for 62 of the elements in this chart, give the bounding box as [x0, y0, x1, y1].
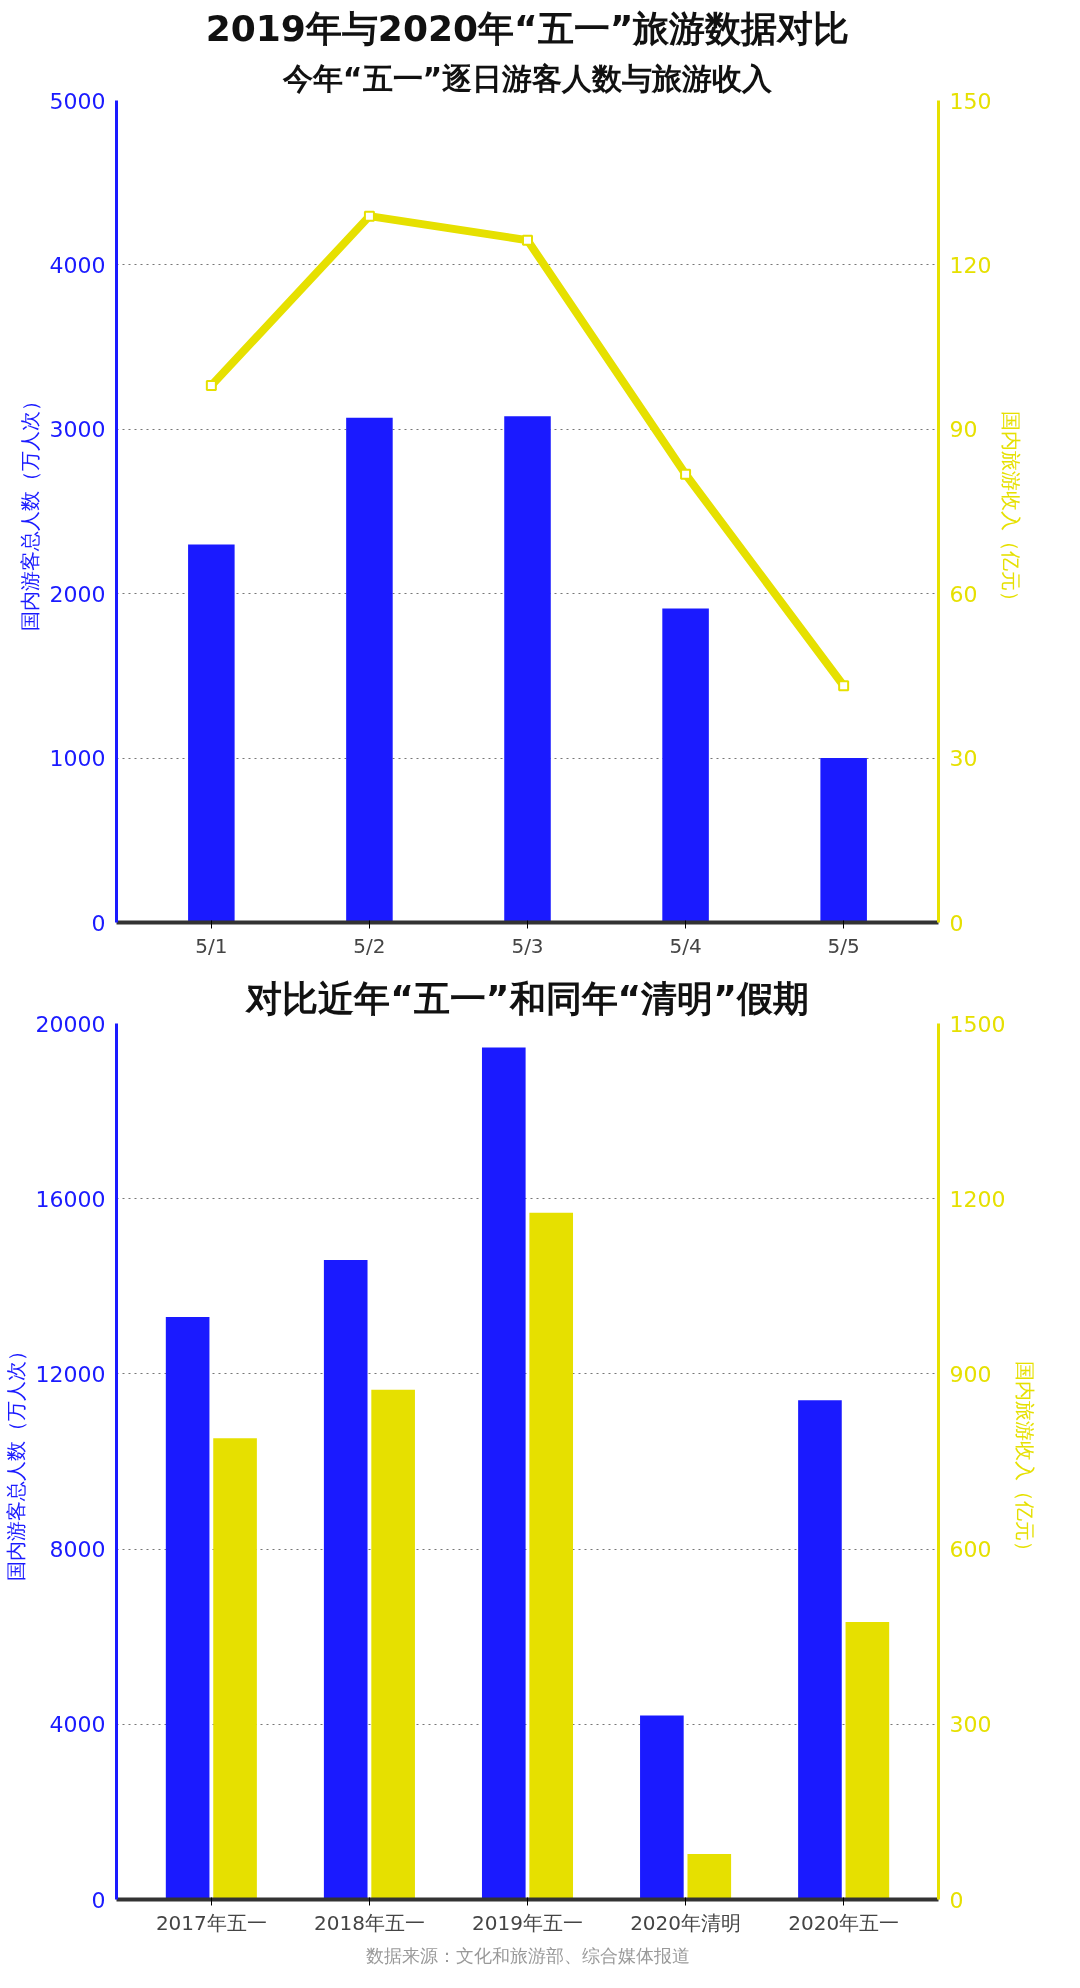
- x-tick-label: 2020年五一: [788, 1910, 900, 1935]
- bar: [798, 1400, 842, 1900]
- bar: [845, 1622, 890, 1900]
- bar: [820, 758, 867, 923]
- source-note: 数据来源：文化和旅游部、综合媒体报道: [365, 1944, 690, 1966]
- bar: [371, 1389, 415, 1900]
- y2-tick-label: 1500: [949, 1011, 1006, 1037]
- bar: [213, 1438, 257, 1900]
- y-axis-title: 国内游客总人数（万人次）: [17, 391, 42, 632]
- bar: [662, 608, 709, 923]
- bar: [165, 1316, 210, 1900]
- y2-tick-label: 1200: [949, 1186, 1006, 1212]
- bar: [481, 1047, 526, 1900]
- y-axis-title: 国内游客总人数（万人次）: [3, 1341, 28, 1582]
- y-tick-label: 16000: [35, 1186, 106, 1212]
- chart-title: 2019年与2020年“五一”旅游数据对比: [205, 7, 850, 49]
- y2-tick-label: 90: [949, 417, 978, 443]
- x-tick-label: 5/4: [669, 933, 702, 958]
- x-tick-label: 5/2: [353, 933, 386, 958]
- x-tick-label: 5/1: [195, 933, 228, 958]
- x-tick-label: 2018年五一: [313, 1910, 425, 1935]
- x-tick-label: 2019年五一: [472, 1910, 583, 1935]
- y-tick-label: 20000: [35, 1011, 106, 1037]
- y-tick-label: 8000: [49, 1537, 106, 1563]
- chart-title: 对比近年“五一”和同年“清明”假期: [245, 977, 809, 1019]
- point: [205, 379, 217, 391]
- y-tick-label: 1000: [49, 746, 106, 772]
- y2-axis-title: 国内旅游收入（亿元）: [999, 411, 1024, 612]
- y2-tick-label: 300: [949, 1712, 992, 1738]
- y2-tick-label: 600: [949, 1537, 992, 1563]
- point: [522, 234, 533, 246]
- bar: [323, 1260, 368, 1900]
- bar: [504, 416, 551, 923]
- y2-tick-label: 60: [949, 581, 978, 607]
- point: [363, 210, 375, 222]
- chart-subtitle: 今年“五一”逐日游客人数与旅游收入: [281, 60, 774, 96]
- y-tick-label: 0: [91, 1887, 106, 1913]
- x-tick-label: 5/3: [511, 933, 544, 958]
- y-tick-label: 5000: [49, 88, 106, 114]
- x-tick-label: 5/5: [827, 933, 860, 958]
- y2-tick-label: 30: [949, 746, 978, 772]
- y-tick-label: 0: [91, 910, 106, 936]
- bar: [687, 1853, 732, 1900]
- y2-tick-label: 120: [949, 252, 992, 278]
- y-tick-label: 12000: [35, 1361, 106, 1387]
- y2-tick-label: 0: [949, 1887, 964, 1913]
- x-tick-label: 2017年五一: [155, 1910, 267, 1935]
- y2-tick-label: 0: [949, 910, 964, 936]
- bar: [346, 417, 393, 923]
- bar: [188, 544, 235, 923]
- bar: [529, 1212, 574, 1900]
- y-tick-label: 4000: [49, 1712, 106, 1738]
- y-tick-label: 4000: [49, 252, 106, 278]
- point: [680, 468, 692, 480]
- y-tick-label: 2000: [49, 581, 106, 607]
- bar: [640, 1715, 684, 1900]
- y2-axis-title: 国内旅游收入（亿元）: [1013, 1361, 1038, 1562]
- x-tick-label: 2020年清明: [630, 1910, 742, 1935]
- y2-tick-label: 150: [949, 88, 992, 114]
- y2-tick-label: 900: [949, 1361, 992, 1387]
- point: [838, 680, 850, 692]
- y-tick-label: 3000: [49, 417, 106, 443]
